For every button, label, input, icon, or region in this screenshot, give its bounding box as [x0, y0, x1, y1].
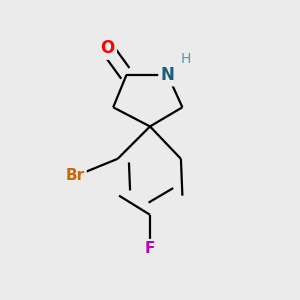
- Text: Br: Br: [65, 167, 85, 182]
- Text: N: N: [161, 66, 175, 84]
- Text: H: H: [180, 52, 190, 66]
- Text: O: O: [100, 39, 114, 57]
- Text: F: F: [145, 241, 155, 256]
